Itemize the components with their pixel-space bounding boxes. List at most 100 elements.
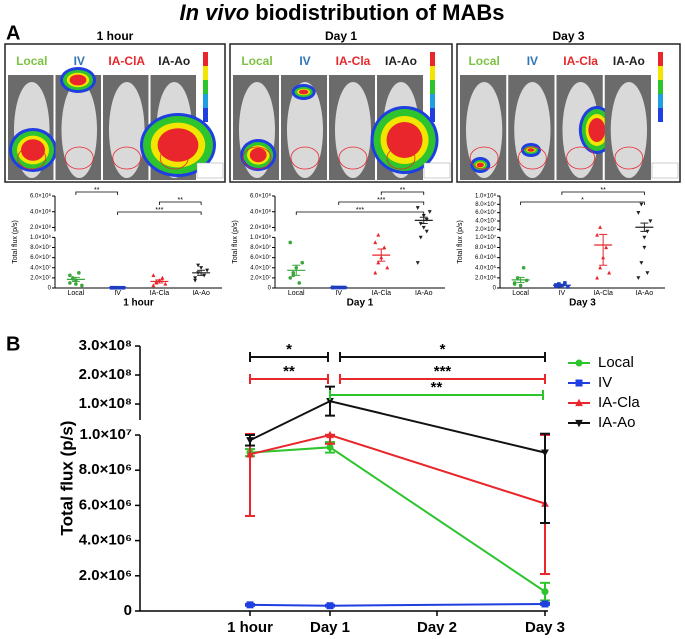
data-point [639,202,644,207]
data-point [163,281,168,286]
x-axis-label: Day 1 [347,298,374,309]
significance-label: ** [400,187,406,194]
color-bar [430,108,435,122]
color-bar [658,108,663,122]
data-point [68,273,72,278]
scale-info [423,162,451,179]
y-tick-label: 8.0×10⁷ [30,244,51,251]
roi-circle [469,146,499,170]
significance-label: *** [356,207,364,214]
y-tick-label: 6.0×10⁷ [475,209,496,216]
data-point [326,602,334,610]
data-point [288,276,293,280]
legend-marker [575,398,583,407]
significance-label: * [581,197,584,204]
data-point [297,281,302,285]
y-tick-label: 2.0×10⁸ [30,224,52,231]
y-tick-label: 8.0×10⁶ [475,244,497,251]
data-point [642,235,647,240]
x-tick-label: IA-Cla [593,290,613,297]
mouse-body [514,82,551,178]
data-point [604,245,609,250]
data-point [300,260,305,265]
data-point [541,449,549,457]
legend-marker [575,359,583,367]
mouse-body [287,82,323,178]
data-point [421,225,426,230]
y-tick-label: 8.0×10⁷ [475,201,496,208]
x-tick-label: Local [512,290,529,297]
data-point [246,450,254,458]
data-point [376,232,381,237]
data-point [415,261,420,265]
y-tick-label: 2.0×10⁷ [250,274,271,281]
data-point [196,263,201,268]
significance-bracket [520,201,645,205]
significance-label: ** [600,187,606,194]
x-tick-label: IA-Ao [636,290,654,297]
x-tick-label: 1 hour [227,619,273,636]
data-point [557,282,561,286]
data-point [607,270,612,275]
data-point [518,283,523,288]
x-tick-label: Day 3 [525,619,565,636]
color-bar [203,52,208,66]
y-tick-label: 8.0×10⁷ [250,244,271,251]
y-tick-label: 4.0×10⁷ [30,264,51,271]
x-tick-label: Local [68,290,85,297]
color-bar [430,66,435,80]
y-axis-label: Total flux (p/s) [457,220,464,264]
series-line [249,602,546,607]
y-tick-label: 1.0×10⁷ [80,426,133,443]
signal [21,139,45,161]
group-label: Local [241,54,272,68]
significance-label: ** [178,197,184,204]
data-point [326,443,334,451]
data-point [595,275,600,280]
significance-bracket [338,201,425,205]
roi-circle [112,146,142,170]
color-bar [203,94,208,108]
y-tick-label: 0 [124,602,132,619]
data-point [291,271,296,275]
data-point [326,430,334,439]
series-line [249,400,546,454]
data-point [246,601,254,609]
significance-label: * [286,341,292,358]
legend-marker [575,419,583,428]
roi-circle [566,146,596,170]
signal [588,118,606,142]
legend-label: IA-Ao [598,414,636,431]
data-point [68,281,72,285]
y-tick-label: 1.0×10⁸ [250,234,272,241]
y-tick-label: 4.0×10⁷ [250,264,271,271]
data-point [376,260,381,265]
color-bar [203,108,208,122]
color-bar [203,66,208,80]
title-rest: biodistribution of MABs [255,0,504,25]
data-point [418,235,423,240]
data-point [193,276,198,281]
roi-circle [517,146,547,170]
y-axis-label: Total flux (p/s) [232,220,239,264]
group-label: IA-ClA [108,54,145,68]
x-tick-label: Day 1 [310,619,350,636]
legend-marker [575,379,583,387]
data-point [636,211,641,215]
data-point [427,210,432,214]
group-label: IA-Ao [385,54,417,68]
group-label: IA-Cla [336,54,371,68]
significance-label: *** [155,207,163,214]
y-tick-label: 8.0×10⁶ [79,461,132,478]
significance-bracket [339,374,546,384]
data-point [373,270,378,275]
y-tick-label: 2.0×10⁷ [475,226,496,233]
x-tick-label: IA-Cla [372,290,392,297]
y-tick-label: 2.0×10⁸ [250,224,272,231]
color-bar [658,66,663,80]
data-point [151,283,156,288]
data-point [160,275,165,280]
data-point [639,261,644,265]
data-point [424,229,429,234]
data-point [373,240,378,245]
